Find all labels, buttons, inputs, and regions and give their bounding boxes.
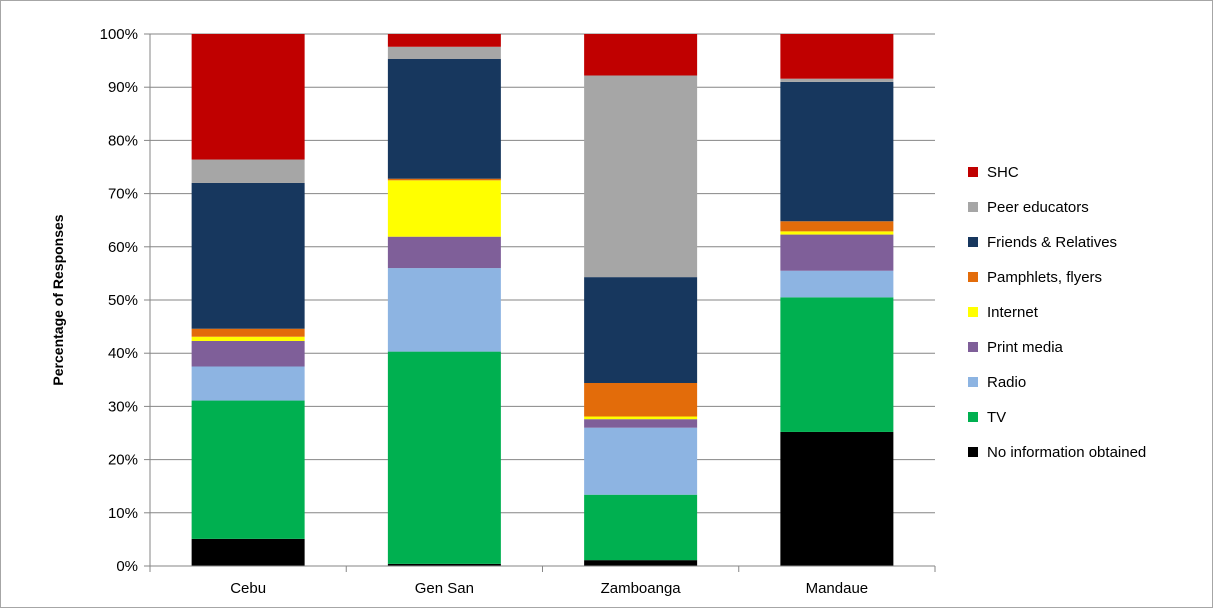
bar-segment <box>780 431 894 566</box>
y-tick-label: 60% <box>108 239 138 256</box>
y-tick-label: 40% <box>108 345 138 362</box>
y-tick-label: 70% <box>108 186 138 203</box>
bar-segment <box>387 46 501 60</box>
legend-swatch <box>968 202 978 212</box>
y-tick-label: 0% <box>116 558 138 575</box>
bar-segment <box>584 416 698 420</box>
bar-segment <box>387 59 501 179</box>
bar-segment <box>780 234 894 271</box>
bar-segment <box>191 366 305 401</box>
y-tick-label: 80% <box>108 132 138 149</box>
x-tick-label: Gen San <box>415 580 474 597</box>
legend-swatch <box>968 447 978 457</box>
x-tick-label: Mandaue <box>806 580 869 597</box>
legend-label: TV <box>987 409 1006 426</box>
y-tick-label: 30% <box>108 398 138 415</box>
bar-segment <box>780 78 894 82</box>
bars <box>191 34 894 566</box>
legend-swatch <box>968 237 978 247</box>
bar-segment <box>387 178 501 181</box>
bar-segment <box>191 34 305 160</box>
legend-swatch <box>968 412 978 422</box>
legend-label: Internet <box>987 304 1039 321</box>
bar-segment <box>191 159 305 183</box>
legend-label: SHC <box>987 164 1019 181</box>
bar-segment <box>584 75 698 278</box>
bar-segment <box>191 538 305 566</box>
bar-segment <box>191 400 305 539</box>
bar-segment <box>584 560 698 566</box>
y-tick-label: 10% <box>108 505 138 522</box>
bar-segment <box>584 382 698 417</box>
y-tick-label: 100% <box>100 26 138 43</box>
bar-segment <box>584 277 698 383</box>
legend: SHC Peer educators Friends & Relatives Pamp… <box>968 164 1146 461</box>
bar-segment <box>780 270 894 298</box>
legend-label: Print media <box>987 339 1064 356</box>
bar-segment <box>191 336 305 341</box>
bar-segment <box>780 34 894 79</box>
y-axis-ticks: 0% 10% 20% 30% 40% 50% 60% 70% 80% 90% 100% <box>100 26 150 575</box>
y-tick-label: 50% <box>108 292 138 309</box>
bar-segment <box>584 427 698 495</box>
legend-label: Friends & Relatives <box>987 234 1117 251</box>
y-tick-label: 90% <box>108 79 138 96</box>
legend-swatch <box>968 342 978 352</box>
y-tick-label: 20% <box>108 452 138 469</box>
bar-segment <box>387 351 501 564</box>
bar-segment <box>387 180 501 237</box>
legend-label: No information obtained <box>987 444 1146 461</box>
bar-segment <box>780 221 894 232</box>
bar-segment <box>387 236 501 269</box>
bar-segment <box>387 563 501 566</box>
bar-segment <box>387 268 501 352</box>
legend-swatch <box>968 272 978 282</box>
legend-label: Pamphlets, flyers <box>987 269 1102 286</box>
bar-segment <box>780 81 894 222</box>
bar-segment <box>780 231 894 235</box>
x-tick-label: Zamboanga <box>601 580 682 597</box>
legend-label: Radio <box>987 374 1026 391</box>
bar-segment <box>780 297 894 432</box>
legend-label: Peer educators <box>987 199 1089 216</box>
x-axis-ticks: Cebu Gen San Zamboanga Mandaue <box>149 566 936 597</box>
bar-segment <box>191 328 305 337</box>
bar-segment <box>584 494 698 561</box>
legend-swatch <box>968 377 978 387</box>
bar-segment <box>191 340 305 367</box>
y-axis-label: Percentage of Responses <box>50 214 66 385</box>
bar-segment <box>191 182 305 329</box>
x-tick-label: Cebu <box>230 580 266 597</box>
bar-segment <box>584 34 698 76</box>
legend-swatch <box>968 307 978 317</box>
bar-segment <box>387 34 501 47</box>
bar-segment <box>584 419 698 428</box>
legend-swatch <box>968 167 978 177</box>
